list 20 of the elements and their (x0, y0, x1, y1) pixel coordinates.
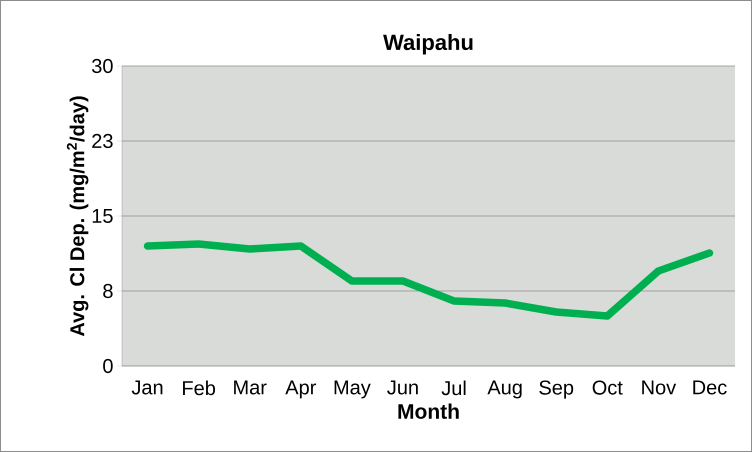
x-tick-label: Feb (183, 380, 216, 396)
y-tick-label: 23 (92, 134, 113, 148)
y-tick-label: 15 (92, 209, 113, 223)
x-tick-label: May (334, 380, 371, 398)
y-tick-label: 0 (103, 358, 113, 374)
x-tick-label: Dec (693, 380, 727, 394)
y-tick-label: 8 (103, 284, 113, 298)
x-axis-title: Month (398, 403, 459, 419)
x-tick-label: Oct (592, 380, 623, 395)
x-tick-label: Jun (387, 380, 418, 394)
y-axis-title: Avg. Cl Dep. (mg/m$^{2}$/day) (66, 96, 88, 336)
x-tick-label: Apr (285, 380, 316, 398)
x-tick-label: Sep (539, 380, 574, 399)
x-tick-label: Mar (234, 380, 267, 394)
chart-title: Waipahu (383, 34, 472, 54)
x-tick-label: Jul (442, 380, 466, 396)
y-tick-label: 30 (92, 58, 113, 74)
x-tick-label: Nov (642, 380, 676, 394)
x-tick-label: Jan (132, 380, 162, 394)
x-tick-label: Aug (487, 380, 522, 398)
